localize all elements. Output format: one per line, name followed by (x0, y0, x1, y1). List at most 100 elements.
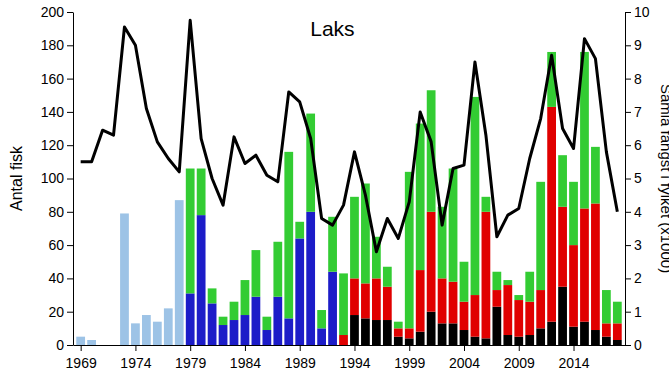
bar (514, 300, 523, 337)
tick: 0 (56, 337, 73, 353)
bar (471, 337, 480, 345)
tick: 1999 (394, 345, 425, 371)
bar (569, 245, 578, 327)
bar (252, 297, 261, 345)
tick-label: 8 (634, 71, 642, 87)
tick-mark (625, 145, 631, 146)
bar (175, 200, 184, 345)
tick-label: 140 (41, 104, 65, 120)
bar (350, 315, 359, 345)
marks (76, 20, 621, 345)
tick: 20 (48, 304, 73, 320)
bar (394, 322, 403, 329)
bar (492, 307, 501, 345)
bar (503, 280, 512, 285)
bar (536, 182, 545, 290)
bar (405, 338, 414, 345)
bar (306, 212, 315, 345)
bar (339, 273, 348, 335)
bar (514, 295, 523, 300)
tick: 0 (625, 337, 642, 353)
bar (383, 287, 392, 320)
tick-label: 0 (56, 337, 64, 353)
bar (558, 155, 567, 207)
bar (317, 310, 326, 328)
bar (295, 238, 304, 345)
tick: 100 (41, 170, 73, 186)
tick: 60 (48, 237, 73, 253)
chart: 1969197419791984198919941999200420092014… (0, 0, 669, 384)
tick: 6 (625, 137, 642, 153)
tick-label: 2 (634, 270, 642, 286)
tick: 8 (625, 71, 642, 87)
bar (547, 322, 556, 345)
bar (602, 290, 611, 323)
tick-mark (67, 112, 73, 113)
bar (613, 340, 622, 345)
tick-mark (519, 345, 520, 351)
bar (492, 272, 501, 290)
bar (536, 290, 545, 328)
bar (525, 272, 534, 302)
bar (394, 337, 403, 345)
tick-mark (625, 12, 631, 13)
bar (525, 302, 534, 335)
tick-mark (67, 345, 73, 346)
tick-label: 20 (48, 304, 64, 320)
bar (514, 337, 523, 345)
y2-axis-title: Samla fangst i fylket (x1000) (658, 84, 669, 273)
bar (208, 303, 217, 345)
tick-mark (67, 179, 73, 180)
bar (602, 337, 611, 345)
bar (525, 335, 534, 345)
bar (416, 270, 425, 332)
tick-mark (574, 345, 575, 351)
tick-label: 1974 (120, 355, 151, 371)
tick: 40 (48, 270, 73, 286)
tick: 2009 (504, 345, 535, 371)
bar (262, 317, 271, 330)
bar (427, 212, 436, 312)
tick-label: 10 (634, 4, 650, 20)
tick-label: 2004 (449, 355, 480, 371)
tick-label: 40 (48, 270, 64, 286)
bar (482, 338, 491, 345)
tick-mark (67, 12, 73, 13)
tick-mark (67, 245, 73, 246)
tick: 200 (41, 4, 73, 20)
bar (383, 267, 392, 287)
tick-mark (625, 312, 631, 313)
tick-label: 80 (48, 204, 64, 220)
tick: 1989 (285, 345, 316, 371)
bar (558, 287, 567, 345)
tick-label: 2009 (504, 355, 535, 371)
tick-label: 200 (41, 4, 65, 20)
tick-label: 60 (48, 237, 64, 253)
tick: 160 (41, 71, 73, 87)
tick-mark (81, 345, 82, 351)
y-axis: 020406080100120140160180200 (41, 4, 74, 353)
tick: 1974 (120, 345, 151, 371)
bar (602, 323, 611, 336)
bar (284, 152, 293, 318)
bar (547, 107, 556, 322)
tick: 1994 (339, 345, 370, 371)
title: Laks (310, 17, 354, 40)
bar (120, 213, 129, 345)
tick-mark (67, 278, 73, 279)
tick-mark (245, 345, 246, 351)
bar (241, 280, 250, 315)
tick: 80 (48, 204, 73, 220)
tick-label: 1979 (175, 355, 206, 371)
bar (569, 327, 578, 345)
bar (591, 330, 600, 345)
tick-label: 100 (41, 170, 65, 186)
tick: 9 (625, 37, 642, 53)
bar (427, 312, 436, 345)
tick-mark (135, 345, 136, 351)
bar (131, 323, 140, 345)
tick-mark (67, 45, 73, 46)
tick-mark (464, 345, 465, 351)
tick-mark (67, 79, 73, 80)
tick-label: 1 (634, 304, 642, 320)
